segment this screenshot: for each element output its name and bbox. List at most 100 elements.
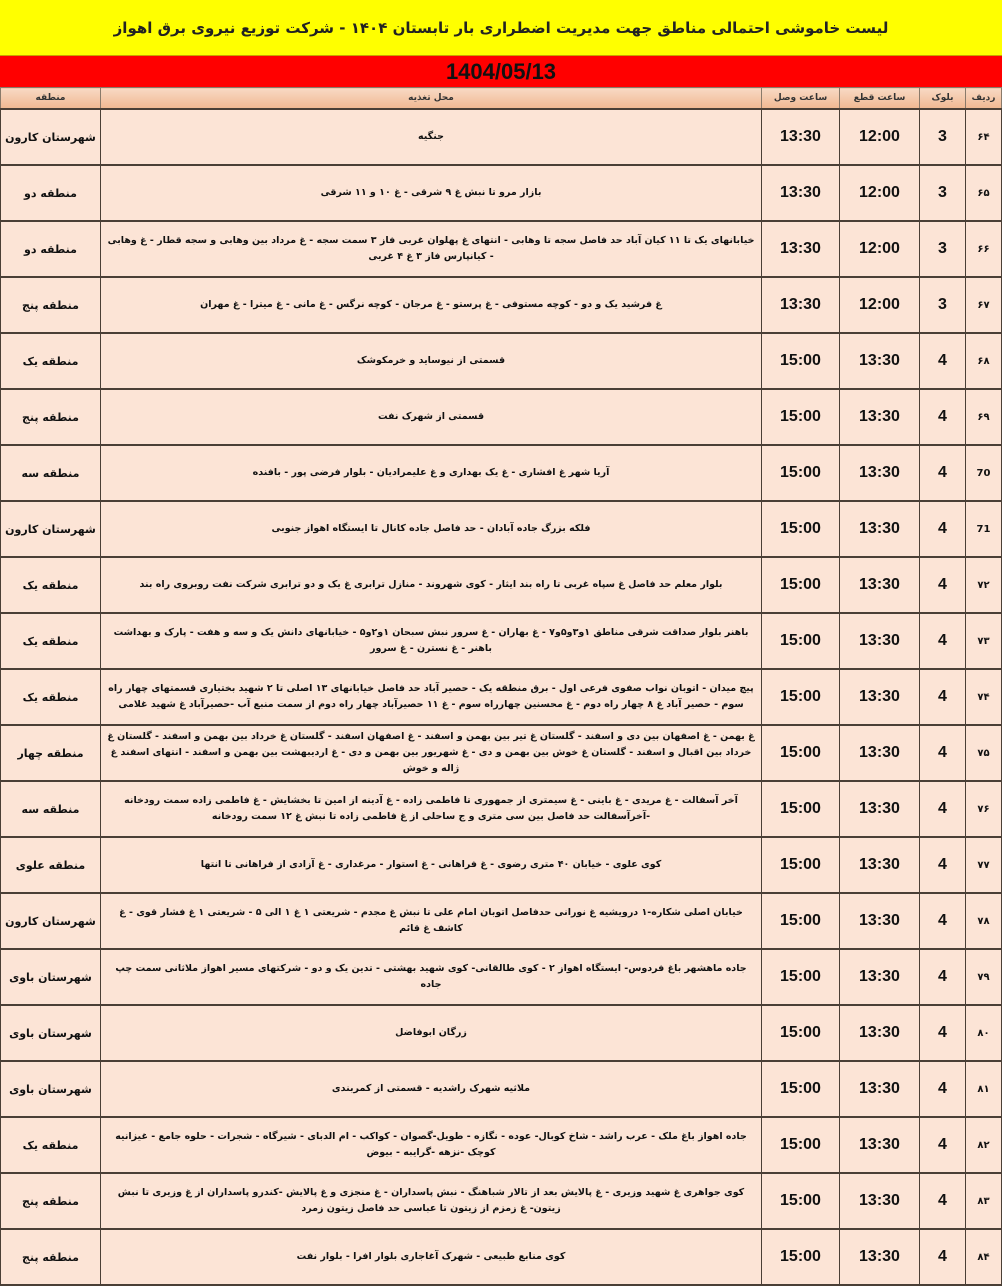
table-row: ۶۴ 3 12:00 13:30 جنگیه شهرستان کارون [0,108,1002,166]
table-row: ۷۵ 4 13:30 15:00 غ بهمن - غ اصفهان بین دی و … [0,724,1002,782]
block-cell: 4 [919,1172,966,1230]
region-cell: شهرستان کارون [0,500,101,558]
address-cell: آخر آسفالت - غ مریدی - غ باینی - غ سیمتر… [100,780,762,838]
cut-time: 12:00 [839,220,920,278]
table-row: ۷۸ 4 13:30 15:00 خیابان اصلی شکاره-۱ درویشیه… [0,892,1002,950]
table-row: ۸۲ 4 13:30 15:00 جاده اهواز باغ ملک - عرب را… [0,1116,1002,1174]
region-cell: منطقه پنج [0,276,101,334]
address-cell: خیابانهای یک تا ۱۱ کیان آباد حد فاصل سجه… [100,220,762,278]
connect-time: 15:00 [761,1060,840,1118]
connect-time: 15:00 [761,948,840,1006]
row-number: ۸۲ [965,1116,1002,1174]
block-cell: 4 [919,836,966,894]
table-row: ۶۸ 4 13:30 15:00 قسمتی از نیوساید و خرمکوشک م… [0,332,1002,390]
connect-time: 13:30 [761,276,840,334]
connect-time: 15:00 [761,1116,840,1174]
cut-time: 13:30 [839,444,920,502]
address-cell: فلکه بزرگ جاده آبادان - حد فاصل جاده کان… [100,500,762,558]
address-cell: آریا شهر غ افشاری - غ یک بهداری و غ علیم… [100,444,762,502]
connect-time: 15:00 [761,388,840,446]
cut-time: 13:30 [839,780,920,838]
connect-time: 15:00 [761,556,840,614]
address-cell: کوی منابع طبیعی - شهرک آغاجاری بلوار افر… [100,1228,762,1286]
address-cell: پیچ میدان - اتوبان نواب صفوی فرعی اول - … [100,668,762,726]
header-address: محل تغذیه [100,87,762,110]
region-cell: منطقه پنج [0,1172,101,1230]
address-cell: جاده اهواز باغ ملک - عرب راشد - شاخ کوبا… [100,1116,762,1174]
block-cell: 4 [919,500,966,558]
connect-time: 13:30 [761,220,840,278]
region-cell: منطقه دو [0,220,101,278]
cut-time: 13:30 [839,388,920,446]
connect-time: 15:00 [761,836,840,894]
connect-time: 15:00 [761,332,840,390]
block-cell: 4 [919,1228,966,1286]
address-cell: خیابان اصلی شکاره-۱ درویشیه غ نورانی حدف… [100,892,762,950]
row-number: ۷۸ [965,892,1002,950]
table-row: ۷۲ 4 13:30 15:00 بلوار معلم حد فاصل غ سپاه غ… [0,556,1002,614]
row-number: ۷۴ [965,668,1002,726]
region-cell: منطقه یک [0,668,101,726]
address-cell: قسمتی از نیوساید و خرمکوشک [100,332,762,390]
row-number: ۷۵ [965,724,1002,782]
address-cell: جنگیه [100,108,762,166]
connect-time: 15:00 [761,1228,840,1286]
block-cell: 4 [919,388,966,446]
block-cell: 4 [919,892,966,950]
cut-time: 13:30 [839,1060,920,1118]
address-cell: بلوار معلم حد فاصل غ سپاه غربی تا راه بن… [100,556,762,614]
table-row: ۶۷ 3 12:00 13:30 غ فرشید یک و دو - کوچه مستو… [0,276,1002,334]
region-cell: شهرستان باوی [0,1060,101,1118]
connect-time: 15:00 [761,892,840,950]
table-row: ۸۰ 4 13:30 15:00 زرگان ابوفاضل شهرستان باوی [0,1004,1002,1062]
row-number: ۷۳ [965,612,1002,670]
address-cell: غ فرشید یک و دو - کوچه مستوفی - غ پرستو … [100,276,762,334]
region-cell: منطقه یک [0,332,101,390]
connect-time: 15:00 [761,444,840,502]
date-banner: 1404/05/13 [0,56,1002,87]
row-number: ۸۰ [965,1004,1002,1062]
block-cell: 3 [919,276,966,334]
header-block: بلوک [919,87,966,110]
block-cell: 4 [919,668,966,726]
connect-time: 15:00 [761,668,840,726]
row-number: ۶۵ [965,164,1002,222]
row-number: ۷۲ [965,556,1002,614]
row-number: ۶۷ [965,276,1002,334]
cut-time: 13:30 [839,836,920,894]
region-cell: منطقه پنج [0,1228,101,1286]
region-cell: منطقه علوی [0,836,101,894]
block-cell: 3 [919,164,966,222]
table-row: ۸۳ 4 13:30 15:00 کوی جواهری غ شهید وزیری - غ… [0,1172,1002,1230]
row-number: ۸۱ [965,1060,1002,1118]
row-number: ۸۴ [965,1228,1002,1286]
block-cell: 4 [919,332,966,390]
address-cell: باهنر بلوار صداقت شرقی مناطق ۱و۳و۵و۷ - غ… [100,612,762,670]
table-row: 70 4 13:30 15:00 آریا شهر غ افشاری - غ یک به… [0,444,1002,502]
row-number: 71 [965,500,1002,558]
connect-time: 15:00 [761,500,840,558]
table-row: ۷۶ 4 13:30 15:00 آخر آسفالت - غ مریدی - غ با… [0,780,1002,838]
connect-time: 13:30 [761,108,840,166]
connect-time: 15:00 [761,1004,840,1062]
header-cut: ساعت قطع [839,87,920,110]
region-cell: منطقه یک [0,612,101,670]
header-row: ردیف [965,87,1002,110]
region-cell: شهرستان باوی [0,948,101,1006]
table-row: ۶۵ 3 12:00 13:30 بازار مرو تا نبش غ ۹ شرقی -… [0,164,1002,222]
cut-time: 13:30 [839,1116,920,1174]
block-cell: 4 [919,1116,966,1174]
address-cell: غ بهمن - غ اصفهان بین دی و اسفند - گلستا… [100,724,762,782]
table-row: ۶۶ 3 12:00 13:30 خیابانهای یک تا ۱۱ کیان آبا… [0,220,1002,278]
header-connect: ساعت وصل [761,87,840,110]
cut-time: 13:30 [839,332,920,390]
table-row: ۶۹ 4 13:30 15:00 قسمتی از شهرک نفت منطقه پنج [0,388,1002,446]
block-cell: 4 [919,780,966,838]
region-cell: منطقه یک [0,1116,101,1174]
connect-time: 15:00 [761,780,840,838]
block-cell: 4 [919,612,966,670]
address-cell: ملاثیه شهرک راشدیه - قسمتی از کمربندی [100,1060,762,1118]
connect-time: 15:00 [761,724,840,782]
row-number: ۷۹ [965,948,1002,1006]
cut-time: 13:30 [839,668,920,726]
